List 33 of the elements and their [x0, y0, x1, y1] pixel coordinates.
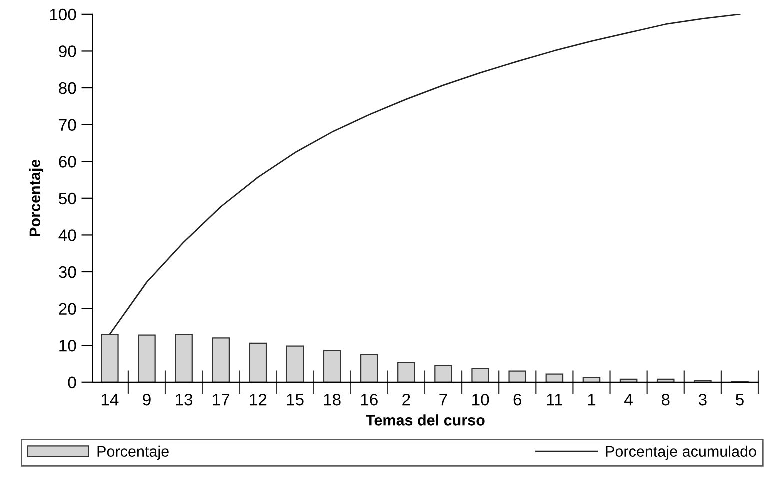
x-tick-label: 8 [662, 394, 670, 406]
y-tick-label: 90 [59, 46, 76, 58]
y-tick-label: 80 [59, 82, 76, 94]
x-tick-label: 13 [176, 394, 193, 406]
x-tick-label: 9 [143, 394, 151, 406]
y-tick-label: 30 [59, 266, 76, 278]
x-tick-label: 12 [250, 394, 267, 406]
legend-label: Porcentaje [98, 446, 169, 460]
y-tick-label: 50 [59, 192, 76, 205]
x-tick-label: 3 [698, 394, 707, 406]
x-tick-label: 14 [102, 394, 119, 406]
y-tick-label: 60 [59, 156, 76, 168]
y-tick-label: 10 [60, 340, 76, 352]
x-tick-label: 2 [402, 394, 410, 406]
x-tick-label: 6 [514, 394, 522, 406]
x-tick-label: 1 [588, 394, 596, 406]
y-tick-label: 40 [58, 230, 76, 242]
y-tick-label: 0 [68, 376, 76, 389]
x-tick-label: 15 [287, 394, 304, 406]
y-axis-title: Porcentaje [29, 160, 44, 236]
y-tick-label: 100 [50, 8, 76, 21]
x-tick-label: 16 [361, 394, 378, 406]
x-tick-label: 5 [736, 394, 744, 406]
y-tick-label: 20 [59, 303, 76, 316]
x-tick-label: 17 [213, 394, 230, 406]
x-tick-label: 10 [472, 394, 490, 406]
x-tick-label: 4 [624, 394, 633, 406]
legend-label: Porcentaje acumulado [606, 446, 756, 460]
x-axis-title: Temas del curso [366, 414, 485, 426]
x-tick-label: 7 [440, 394, 448, 406]
x-tick-label: 11 [547, 394, 563, 406]
y-tick-label: 70 [59, 119, 76, 132]
x-tick-label: 18 [324, 394, 341, 406]
